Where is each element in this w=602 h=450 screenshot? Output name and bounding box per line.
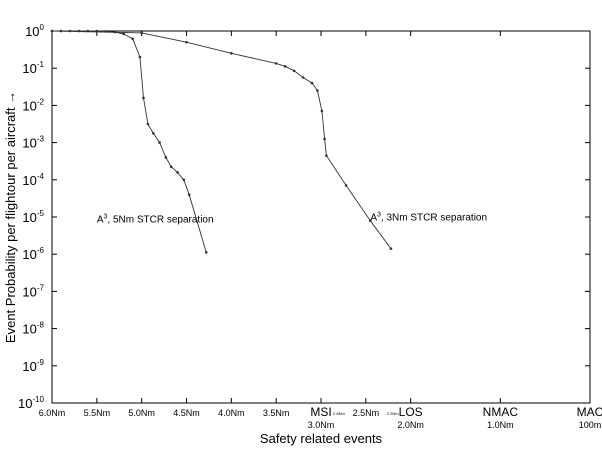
y-axis-ticks: 100 10-1 10-2 10-3 10-4 10-5 10-6 10-7 10-8 10-9 1… [18,23,590,411]
x-tick-label: 5.5Nm [84,408,111,418]
x-tick-label: 1.0Nm [487,420,514,430]
data-point [122,32,126,36]
data-point [325,154,328,157]
x-tick-label: 100m [579,420,602,430]
y-tick-label: 10-9 [22,358,44,374]
x-tick-label: 6.0Nm [39,408,66,418]
data-point [316,89,319,92]
y-tick-label: 100 [25,23,44,39]
data-point [204,251,208,254]
series-layer [50,29,393,254]
data-point [50,29,54,33]
y-tick-label: 10-8 [22,321,44,337]
x-event-label: MAC [577,405,602,419]
data-point [187,193,191,196]
x-minor-label: 2.2Nm [387,411,399,416]
data-point [230,52,233,55]
data-point [320,109,324,113]
x-tick-label: 4.5Nm [173,408,200,418]
data-point [138,55,142,59]
y-tick-label: 10-3 [22,135,44,151]
data-point [344,184,348,187]
y-tick-label: 10-7 [22,283,44,299]
data-point [274,62,278,65]
series-label: A3, 5Nm STCR separation [97,214,214,226]
data-point [283,65,287,68]
series-label: A3, 3Nm STCR separation [370,212,487,224]
data-point [142,96,145,100]
y-tick-label: 10-5 [22,209,44,225]
x-tick-label: 4.0Nm [218,408,245,418]
data-point [164,156,168,159]
data-point [152,132,155,135]
y-tick-label: 10-10 [18,395,45,411]
x-tick-label: 2.0Nm [397,420,424,430]
data-point [140,31,143,35]
series-line [51,30,392,249]
y-tick-label: 10-1 [22,60,44,76]
data-point [323,137,326,141]
data-point [146,122,150,126]
y-axis-title: Event Probability per flightour per airc… [3,91,18,343]
y-tick-label: 10-4 [22,172,44,188]
series-2 [50,29,393,250]
annotation-layer: A3, 5Nm STCR separation A3, 3Nm STCR sepa… [97,212,487,226]
data-point [369,219,372,223]
x-tick-label: 3.5Nm [263,408,290,418]
data-point [292,69,296,73]
data-point [131,37,134,41]
data-point [310,81,314,85]
data-point [169,165,173,169]
x-event-label: MSI [310,405,331,419]
x-tick-label: 3.0Nm [308,420,335,430]
y-tick-label: 10-6 [22,246,44,262]
x-event-label: NMAC [483,405,519,419]
data-point [185,40,188,44]
data-point [389,247,393,250]
x-axis-title: Safety related events [260,431,383,446]
y-tick-label: 10-2 [22,97,44,113]
data-point [176,171,179,174]
data-point [158,141,161,144]
x-minor-label: 2.8Nm [333,411,345,416]
x-tick-label: 5.0Nm [128,408,155,418]
x-tick-label: 2.5Nm [353,408,380,418]
x-event-label: LOS [399,405,423,419]
data-point [301,76,305,79]
data-point [182,178,186,182]
